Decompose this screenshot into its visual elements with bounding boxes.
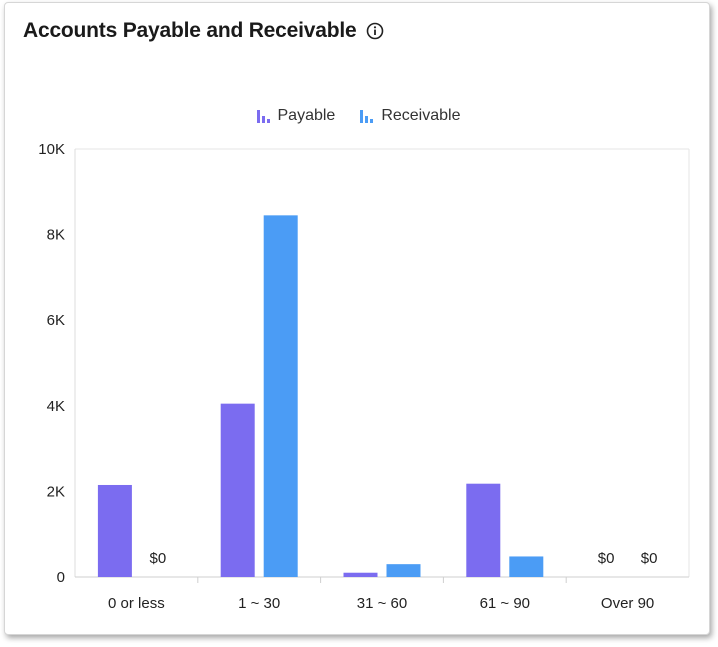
y-tick-label: 6K [47,312,65,329]
chart-title: Accounts Payable and Receivable [23,19,357,42]
legend-bar-icon-payable [256,110,270,123]
bar-payable [466,483,501,577]
x-tick-label: 0 or less [108,595,165,612]
bar-payable [343,572,378,577]
chart-card: Accounts Payable and Receivable Payable [4,2,710,635]
zero-value-label: $0 [641,550,658,567]
legend-label-payable: Payable [277,107,336,124]
y-tick-label: 8K [47,227,65,244]
bar-receivable [263,215,298,577]
bar-payable [97,484,132,577]
info-icon[interactable] [366,22,384,40]
chart-header: Accounts Payable and Receivable [23,19,384,43]
y-tick-label: 4K [47,398,65,415]
legend-label-receivable: Receivable [381,107,461,124]
y-tick-label: 10K [38,141,65,158]
x-tick-label: 1 ~ 30 [238,595,280,612]
bar-chart: 0 2K 4K 6K 8K 10K 0 or less $0 1 ~ 30 31 ~ 60 61 ~… [38,141,690,612]
bar-receivable [386,564,421,577]
bar-payable [220,403,255,577]
bar-receivable [509,556,544,577]
chart-legend: Payable Receivable [5,107,711,125]
x-tick-label: 61 ~ 90 [480,595,530,612]
x-tick-label: 31 ~ 60 [357,595,407,612]
zero-value-label: $0 [598,550,615,567]
legend-bar-icon-receivable [360,110,374,123]
legend-item-receivable[interactable]: Receivable [359,107,460,125]
y-tick-label: 2K [47,483,65,500]
zero-value-label: $0 [150,550,167,567]
x-tick-label: Over 90 [601,595,654,612]
y-tick-label: 0 [57,569,65,586]
legend-item-payable[interactable]: Payable [256,107,336,125]
